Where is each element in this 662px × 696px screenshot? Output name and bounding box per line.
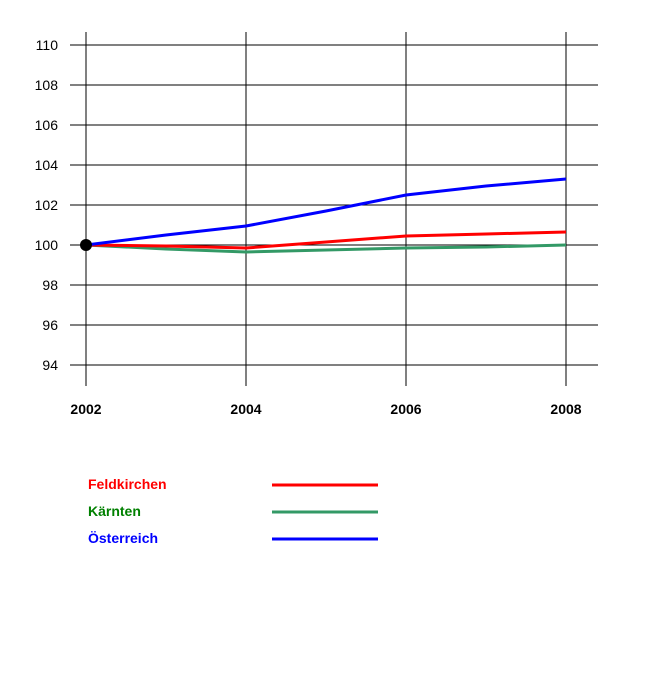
y-tick-label: 102 [35,197,59,213]
y-tick-label: 100 [35,237,59,253]
y-tick-label: 110 [36,37,59,53]
y-tick-label: 104 [35,157,59,173]
x-tick-label: 2004 [230,401,261,417]
legend-label: Österreich [88,530,158,546]
y-tick-label: 98 [42,277,58,293]
base-point-marker [80,239,92,251]
x-tick-label: 2008 [550,401,581,417]
legend-label: Feldkirchen [88,476,167,492]
series-line-österreich [85,177,567,247]
legend-label: Kärnten [88,503,141,519]
series-line-feldkirchen [85,230,567,250]
y-tick-label: 96 [42,317,58,333]
x-tick-label: 2006 [390,401,421,417]
series-line-kärnten [85,243,567,254]
y-tick-label: 108 [35,77,59,93]
y-tick-label: 106 [35,117,59,133]
y-tick-label: 94 [42,357,58,373]
x-tick-label: 2002 [70,401,101,417]
